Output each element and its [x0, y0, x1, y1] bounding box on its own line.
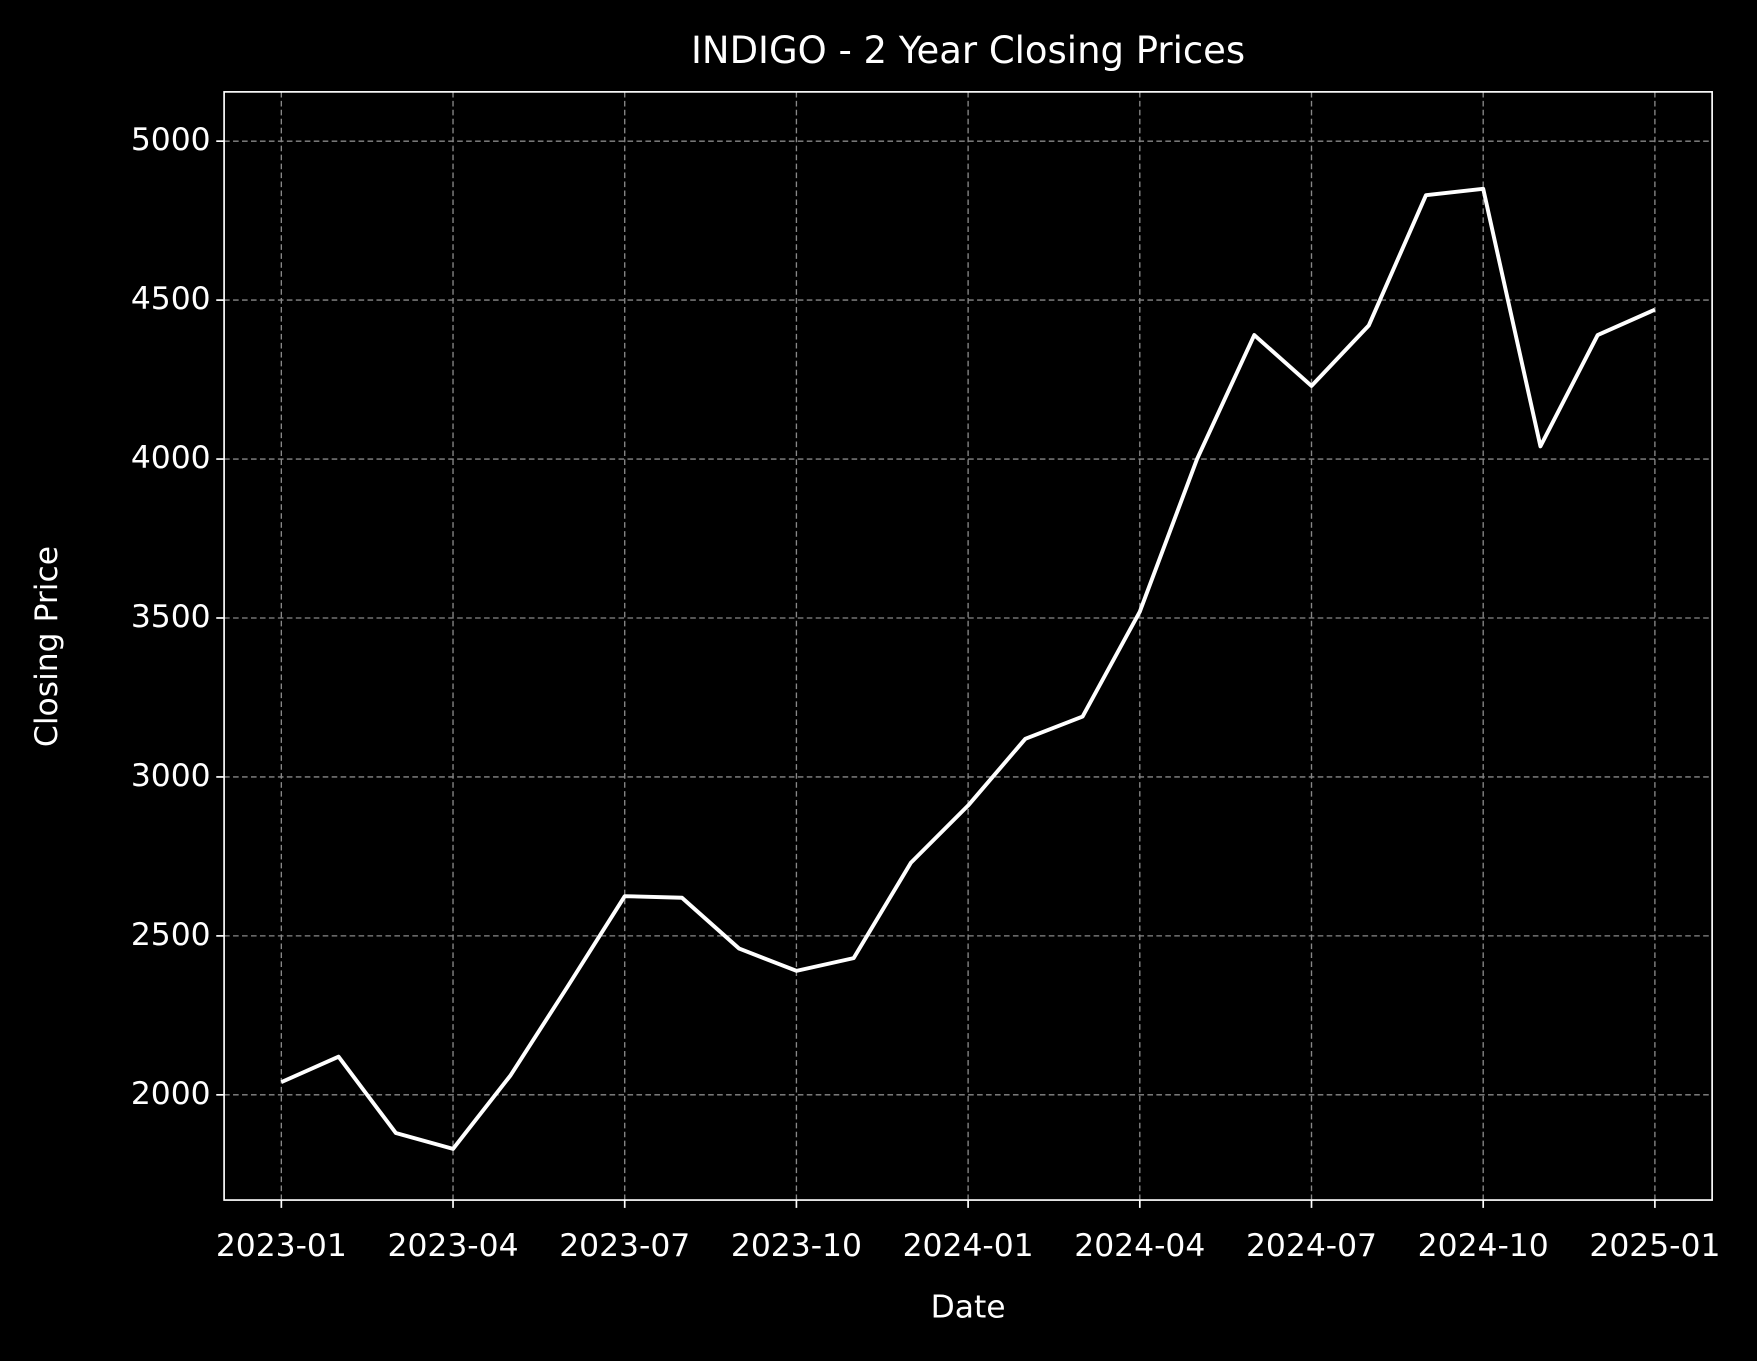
- x-tick-label: 2023-04: [388, 1228, 519, 1264]
- y-tick-label: 2000: [131, 1076, 211, 1112]
- x-tick-label: 2023-07: [559, 1228, 690, 1264]
- chart-title: INDIGO - 2 Year Closing Prices: [691, 29, 1245, 72]
- price-line: [280, 186, 1656, 1151]
- y-tick-label: 3000: [131, 758, 211, 794]
- x-tick-label: 2024-07: [1246, 1228, 1377, 1264]
- y-tick-label: 3500: [131, 599, 211, 635]
- y-tick-label: 2500: [131, 917, 211, 953]
- x-tick-label: 2023-10: [731, 1228, 862, 1264]
- x-tick-label: 2024-01: [903, 1228, 1034, 1264]
- x-tick-label: 2025-01: [1589, 1228, 1720, 1264]
- x-tick-label: 2024-10: [1418, 1228, 1549, 1264]
- y-tick-label: 5000: [131, 122, 211, 158]
- x-tick-label: 2024-04: [1074, 1228, 1205, 1264]
- x-axis-label: Date: [931, 1290, 1006, 1326]
- y-axis-label: Closing Price: [29, 546, 65, 747]
- x-tick-label: 2023-01: [216, 1228, 347, 1264]
- y-tick-label: 4500: [131, 281, 211, 317]
- plot-frame: [223, 91, 1713, 1201]
- y-tick-label: 4000: [131, 440, 211, 476]
